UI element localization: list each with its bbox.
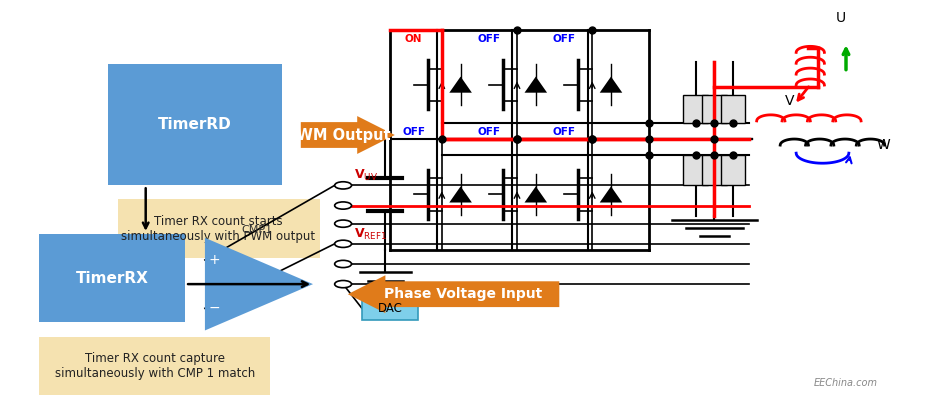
Text: V: V: [785, 94, 794, 108]
Text: EEChina.com: EEChina.com: [814, 378, 878, 388]
Text: OFF: OFF: [553, 34, 575, 44]
Text: OFF: OFF: [402, 127, 425, 137]
FancyBboxPatch shape: [39, 234, 185, 322]
FancyBboxPatch shape: [39, 337, 270, 395]
Circle shape: [335, 280, 352, 288]
Text: OFF: OFF: [553, 127, 575, 137]
FancyBboxPatch shape: [721, 155, 745, 185]
Circle shape: [335, 240, 352, 247]
FancyBboxPatch shape: [683, 95, 708, 123]
Text: ON: ON: [405, 34, 422, 44]
FancyBboxPatch shape: [118, 199, 320, 258]
Polygon shape: [600, 186, 622, 202]
Text: DAC: DAC: [378, 302, 402, 315]
Text: Phase Voltage Input: Phase Voltage Input: [384, 287, 542, 301]
Text: OFF: OFF: [478, 34, 500, 44]
Circle shape: [335, 220, 352, 227]
Text: PWM Output: PWM Output: [286, 127, 391, 143]
Text: −: −: [209, 301, 220, 315]
Polygon shape: [348, 275, 559, 313]
Text: OFF: OFF: [478, 127, 500, 137]
Polygon shape: [600, 77, 622, 93]
Text: Timer RX count capture
simultaneously with CMP 1 match: Timer RX count capture simultaneously wi…: [55, 352, 255, 380]
Text: Timer RX count starts
simultaneously with PWM output: Timer RX count starts simultaneously wit…: [121, 215, 316, 243]
FancyBboxPatch shape: [702, 155, 727, 185]
Text: CMP1: CMP1: [241, 225, 273, 235]
FancyBboxPatch shape: [108, 64, 282, 185]
FancyBboxPatch shape: [362, 296, 418, 320]
Text: +: +: [209, 253, 220, 267]
FancyBboxPatch shape: [683, 155, 708, 185]
Circle shape: [335, 202, 352, 209]
Circle shape: [335, 260, 352, 268]
Text: W: W: [877, 138, 890, 152]
FancyBboxPatch shape: [702, 95, 727, 123]
Polygon shape: [449, 77, 472, 93]
Text: V$_{\rm UV}$: V$_{\rm UV}$: [354, 168, 379, 183]
Polygon shape: [205, 238, 313, 330]
Circle shape: [335, 182, 352, 189]
Text: V$_{\rm REF1}$: V$_{\rm REF1}$: [354, 227, 387, 242]
Text: TimerRX: TimerRX: [76, 270, 149, 286]
Polygon shape: [525, 186, 547, 202]
Text: U: U: [837, 11, 846, 25]
FancyBboxPatch shape: [721, 95, 745, 123]
Polygon shape: [525, 77, 547, 93]
Polygon shape: [301, 116, 395, 154]
Polygon shape: [449, 186, 472, 202]
Text: TimerRD: TimerRD: [158, 117, 232, 133]
